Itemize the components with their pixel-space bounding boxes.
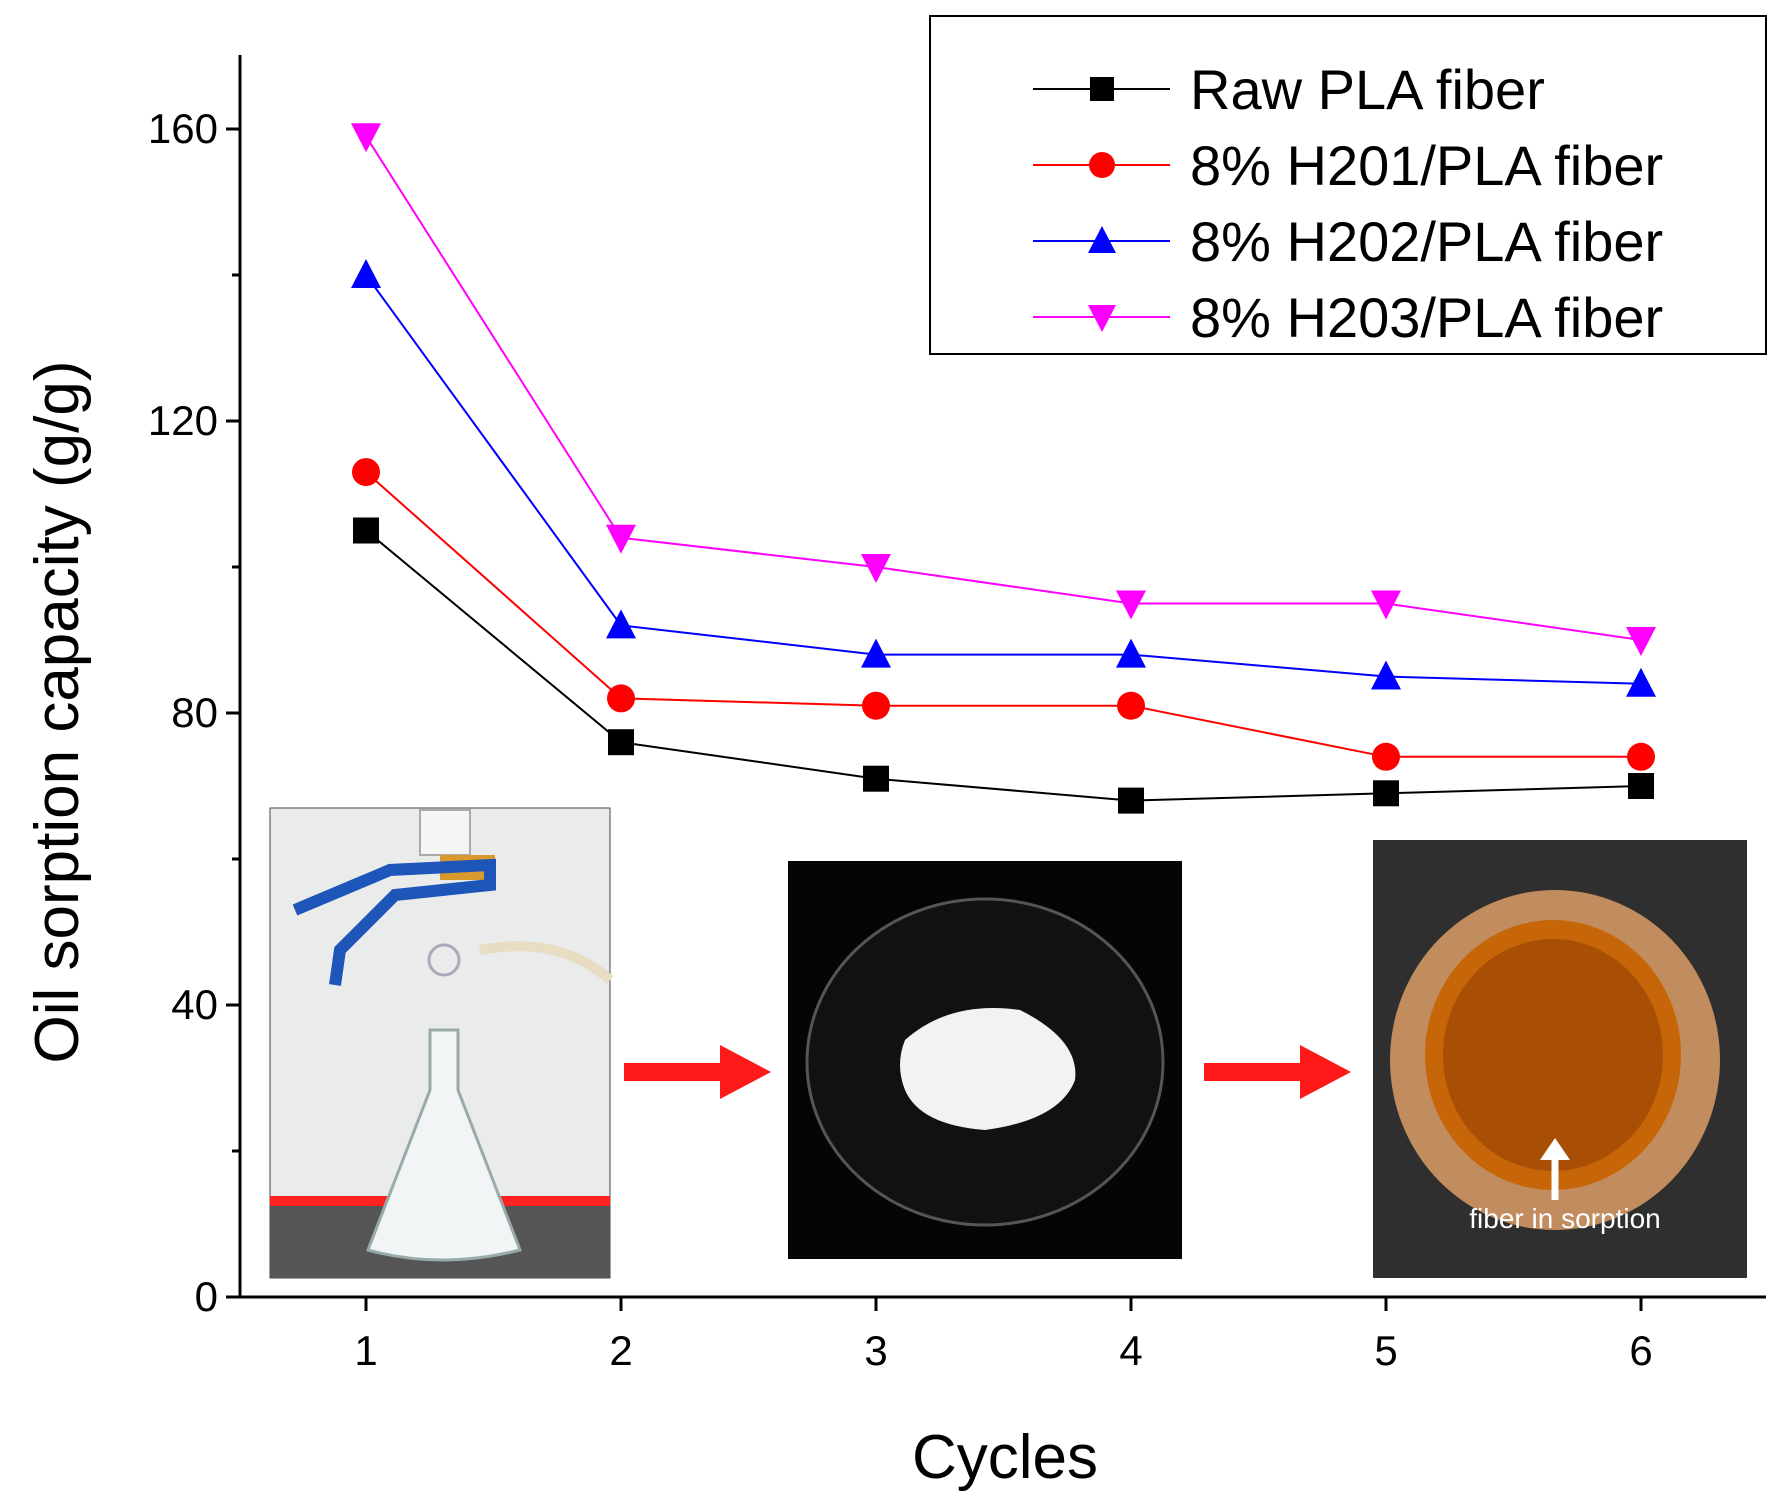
y-tick-label: 0 xyxy=(195,1273,218,1320)
legend: Raw PLA fiber 8% H201/PLA fiber 8% H202/PL… xyxy=(929,15,1767,355)
legend-item: 8% H203/PLA fiber xyxy=(1033,286,1663,349)
data-point-triangle-down xyxy=(351,123,381,153)
series-8-h201-pla-fiber xyxy=(352,458,1655,771)
data-point-triangle-down xyxy=(861,554,891,583)
series-line xyxy=(365,135,1642,641)
x-tick-label: 3 xyxy=(864,1327,887,1374)
data-point-square xyxy=(1373,780,1399,807)
series-raw-pla-fiber xyxy=(353,517,1654,814)
data-point-triangle-up xyxy=(351,259,381,288)
data-point-circle xyxy=(1627,742,1655,771)
y-tick-label: 80 xyxy=(171,689,218,736)
series-line xyxy=(365,529,1642,802)
series-line xyxy=(365,274,1642,685)
photo-caption: fiber in sorption xyxy=(1469,1203,1660,1234)
data-point-triangle-up xyxy=(1371,660,1401,690)
photo-fiber-petri-dish xyxy=(788,861,1182,1259)
legend-label: 8% H202/PLA fiber xyxy=(1190,210,1663,273)
data-point-circle xyxy=(352,458,380,487)
data-point-square xyxy=(1628,773,1654,799)
data-point-triangle-up xyxy=(861,638,891,668)
legend-item: 8% H201/PLA fiber xyxy=(1033,134,1663,197)
legend-label: 8% H203/PLA fiber xyxy=(1190,286,1663,349)
data-point-triangle-up xyxy=(1116,638,1146,668)
series-8-h202-pla-fiber xyxy=(351,259,1656,697)
x-tick-label: 2 xyxy=(609,1327,632,1374)
legend-item: 8% H202/PLA fiber xyxy=(1033,210,1663,273)
process-arrow xyxy=(624,1045,771,1099)
data-point-square xyxy=(1090,77,1114,101)
x-tick-label: 1 xyxy=(354,1327,377,1374)
x-tick-label: 4 xyxy=(1119,1327,1142,1374)
data-point-circle xyxy=(862,691,890,720)
x-axis-label: Cycles xyxy=(912,1423,1098,1492)
data-point-square xyxy=(353,517,379,544)
data-point-triangle-down xyxy=(1371,590,1401,620)
y-tick-label: 120 xyxy=(148,397,218,444)
data-point-triangle-down xyxy=(1626,627,1656,656)
process-arrow xyxy=(1204,1045,1351,1099)
data-point-circle xyxy=(1117,691,1145,720)
data-point-square xyxy=(608,729,634,756)
data-point-triangle-up xyxy=(1088,226,1116,253)
series-8-h203-pla-fiber xyxy=(351,123,1656,656)
x-tick-label: 5 xyxy=(1374,1327,1397,1374)
data-point-square xyxy=(1118,787,1144,814)
data-point-square xyxy=(863,765,889,792)
data-point-triangle-down xyxy=(1088,305,1116,332)
photo-oil-beaker: fiber in sorption xyxy=(1373,840,1747,1278)
data-point-circle xyxy=(1089,152,1115,178)
x-tick-label: 6 xyxy=(1629,1327,1652,1374)
data-point-triangle-down xyxy=(1116,590,1146,620)
legend-label: Raw PLA fiber xyxy=(1190,58,1545,121)
data-point-triangle-up xyxy=(1626,667,1656,697)
data-point-circle xyxy=(607,684,635,713)
data-point-triangle-up xyxy=(606,609,636,639)
legend-label: 8% H201/PLA fiber xyxy=(1190,134,1663,197)
legend-item: Raw PLA fiber xyxy=(1033,58,1545,121)
y-axis-label: Oil sorption capacity (g/g) xyxy=(23,361,92,1064)
data-point-circle xyxy=(1372,742,1400,771)
series-line xyxy=(365,471,1641,758)
y-tick-label: 160 xyxy=(148,105,218,152)
photo-filtration-flask xyxy=(269,807,614,1279)
data-point-triangle-down xyxy=(606,524,636,554)
y-tick-label: 40 xyxy=(171,981,218,1028)
